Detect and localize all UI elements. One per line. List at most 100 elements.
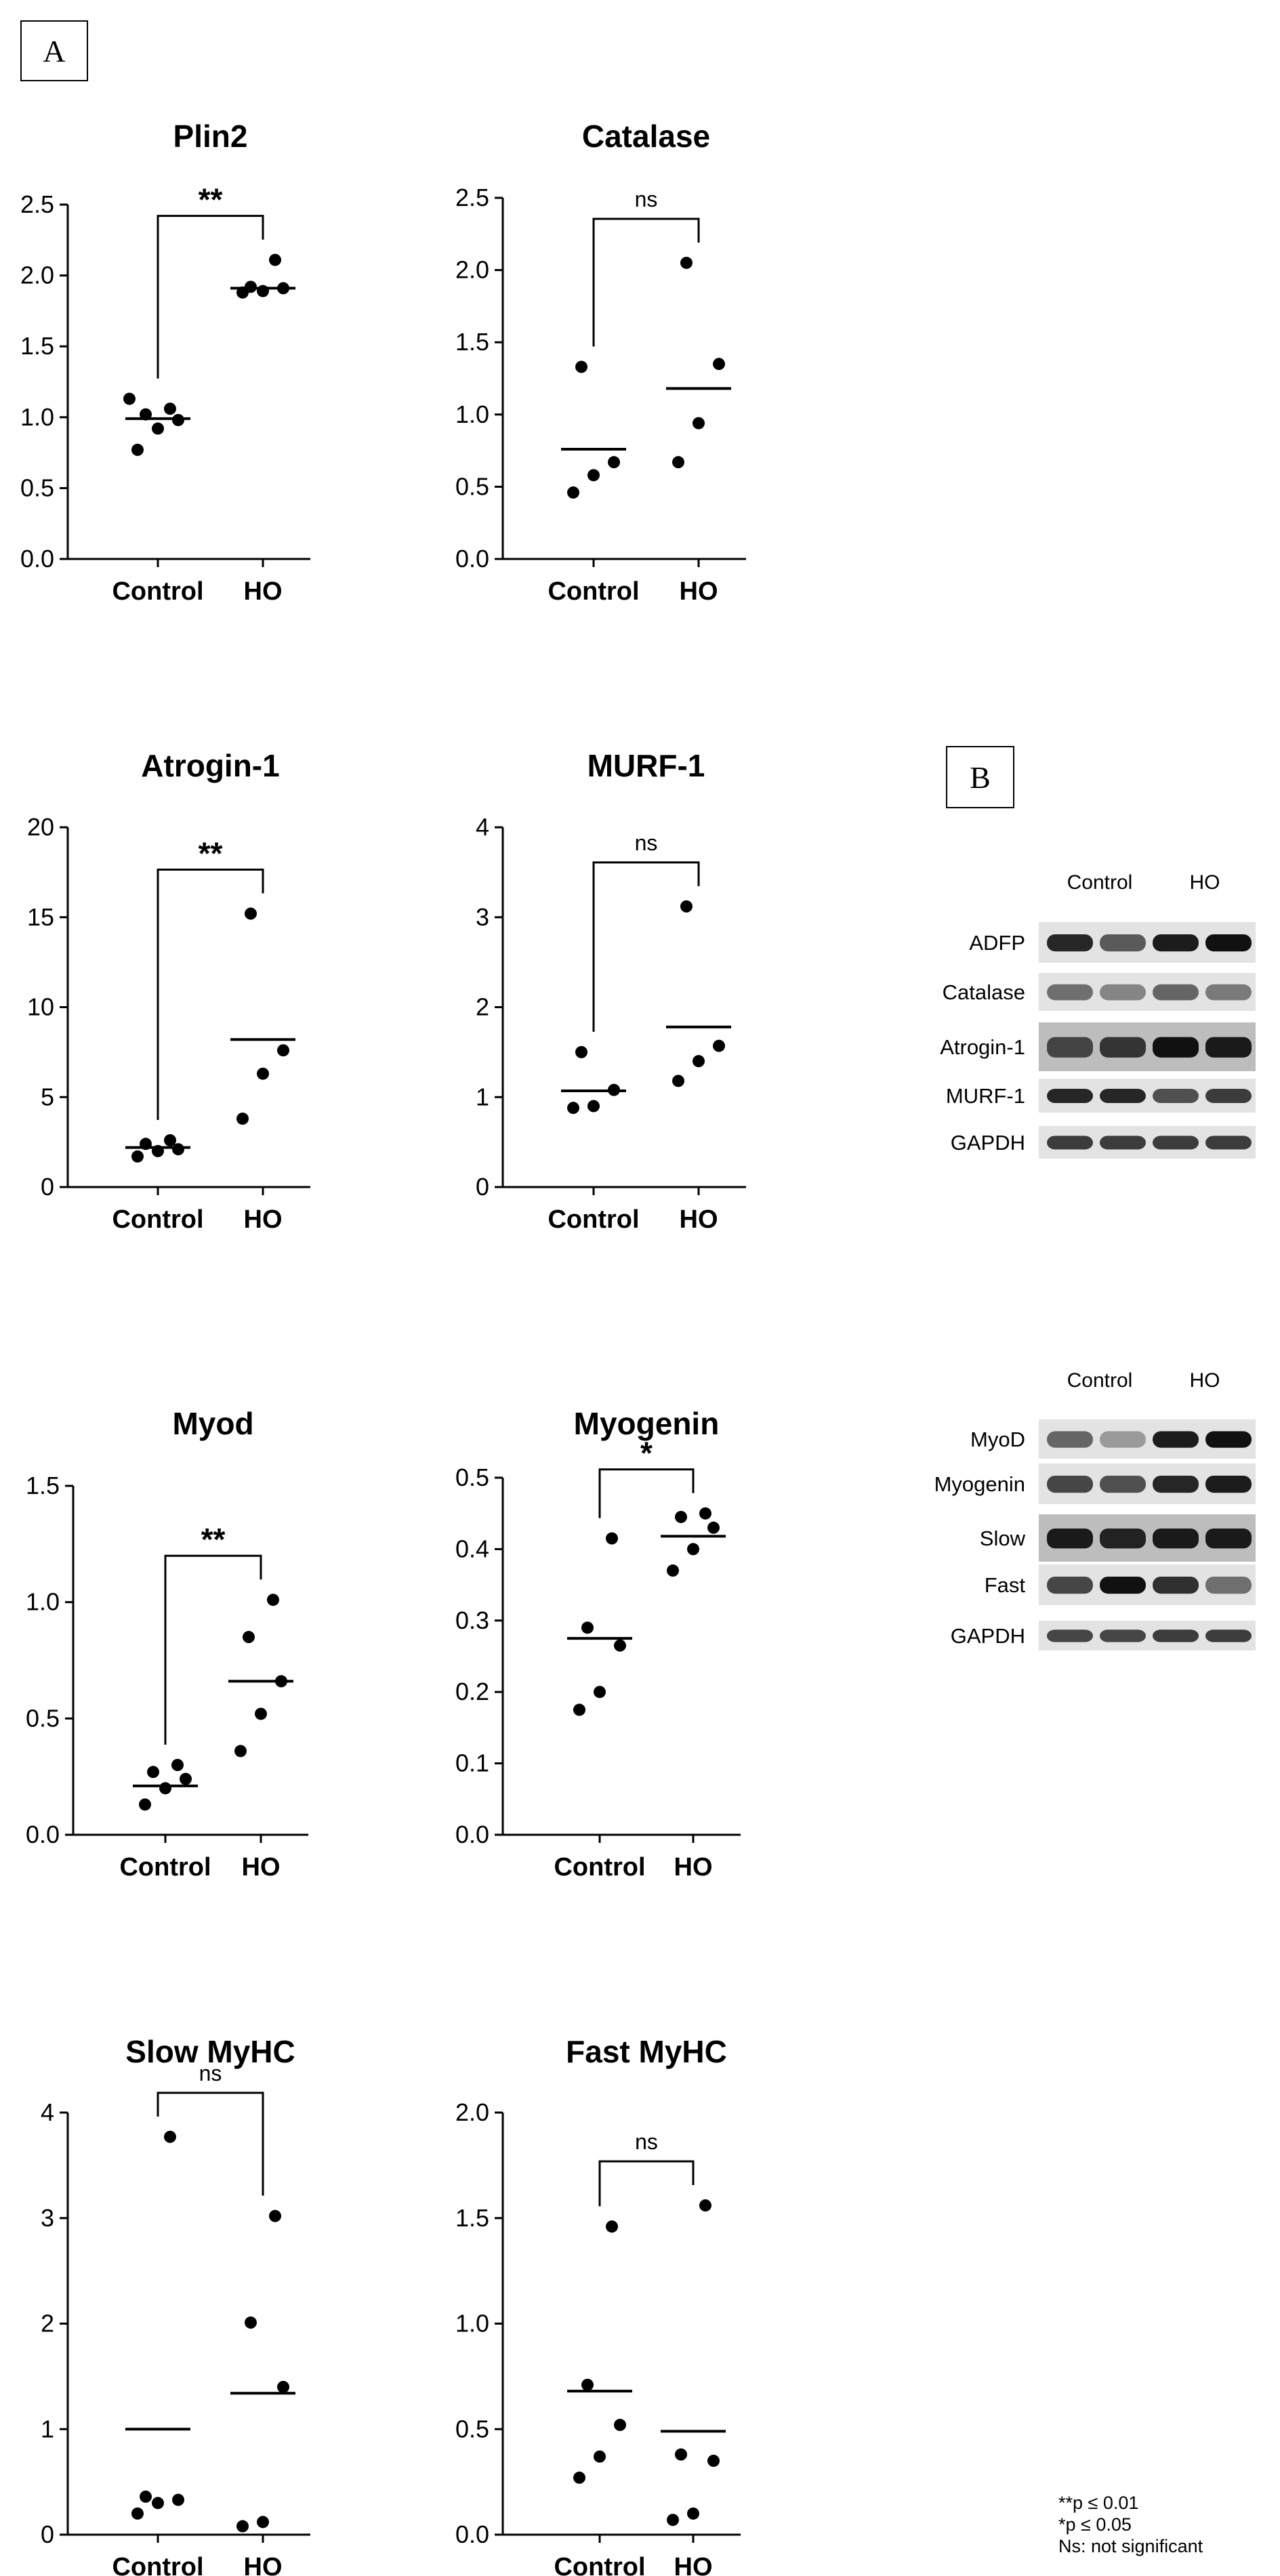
y-tick-label: 0.4 [455,1535,489,1562]
blot-band [1047,934,1093,952]
y-tick-label: 4 [476,813,489,841]
data-point [614,1639,626,1652]
data-point [575,1045,587,1058]
data-point [277,2380,289,2393]
blot-band [1205,1629,1252,1642]
y-tick-label: 0.0 [455,2520,489,2548]
data-point [234,1745,247,1758]
blot-row-label: Atrogin-1 [940,1035,1025,1059]
data-point [147,1766,159,1779]
footnote-line-1: **p ≤ 0.01 [1058,2493,1139,2513]
blot-band [1047,1577,1093,1594]
significance-bracket [598,1468,695,1518]
data-point [123,392,136,405]
data-point [675,2448,687,2461]
data-point [672,456,684,469]
blot-band [1205,1089,1252,1103]
x-tick-label: HO [674,1853,713,1882]
data-point [267,1594,279,1606]
y-tick-label: 1.0 [20,403,54,431]
blot-band [1153,984,1199,1001]
blot-band [1153,1476,1199,1493]
y-tick-label: 0.3 [455,1606,489,1634]
data-point [693,1055,705,1068]
blot-band [1100,1089,1146,1103]
data-point [707,2454,720,2467]
blot-row-label: Myogenin [934,1472,1025,1496]
significance-footnote: **p ≤ 0.01 *p ≤ 0.05 Ns: not significant [1058,2492,1203,2557]
significance-bracket [598,2160,695,2207]
blot-band [1205,934,1252,952]
data-point [245,281,257,293]
blot-band [1205,1577,1252,1594]
y-tick-label: 0 [41,1173,54,1201]
data-point [139,1798,151,1811]
x-tick-label: Control [548,1205,639,1234]
data-point [608,456,620,469]
y-tick-label: 2 [476,993,489,1021]
data-point [667,2514,679,2527]
significance-label: ns [635,2130,658,2154]
chart-title: Catalase [582,119,710,154]
panel-b-label: B [946,746,1014,808]
y-tick-label: 1 [41,2415,54,2443]
data-point [131,2507,144,2520]
y-tick-label: 4 [41,2098,54,2126]
y-tick-label: 1.0 [26,1588,60,1616]
blot-band [1047,1136,1093,1150]
x-tick-label: Control [112,1205,203,1234]
blot-header-label: Control [1067,871,1133,894]
y-tick-label: 15 [27,903,54,931]
y-tick-label: 2 [41,2310,54,2338]
blot-row-label: GAPDH [951,1624,1025,1648]
data-point [172,1143,184,1156]
data-point [581,2378,594,2391]
blot-band [1047,984,1093,1001]
blot-band [1047,1629,1093,1642]
blot-band [1100,1037,1146,1058]
blot-band [1100,934,1146,952]
y-tick-label: 20 [27,813,54,841]
data-point [164,1134,176,1146]
chart-fast-myhc: Fast MyHC 0.0 0.5 1.0 1.5 2.0 Control HO ns [455,2034,741,2576]
blot-band [1205,984,1252,1001]
data-point [667,1564,679,1577]
y-tick-label: 0.0 [455,1821,489,1848]
data-point [140,2490,152,2503]
blot-band [1047,1037,1093,1058]
x-tick-label: Control [548,577,639,606]
data-point [567,1102,579,1115]
data-point [581,1621,594,1634]
significance-bracket [157,215,264,379]
data-point [713,358,725,371]
y-tick-label: 2.0 [455,2098,489,2126]
y-tick-label: 3 [41,2204,54,2232]
data-point [587,1100,600,1113]
data-point [693,417,705,430]
y-tick-label: 0.2 [455,1678,489,1705]
x-tick-label: HO [244,2553,283,2576]
blot-row-label: Catalase [943,980,1025,1004]
y-tick-label: 0.5 [455,1463,489,1491]
blot-row-label: MURF-1 [946,1084,1025,1108]
blot-band [1205,1476,1252,1493]
footnote-line-3: Ns: not significant [1058,2536,1203,2556]
chart-slow-myhc: Slow MyHC 0 1 2 3 4 Control HO ns [41,2034,310,2576]
x-tick-label: HO [680,1205,718,1234]
significance-label: ** [199,182,223,217]
chart-title: Fast MyHC [566,2034,727,2069]
panel-a-label: A [20,20,88,81]
blot-band [1153,1431,1199,1448]
data-point [680,256,693,269]
blot-row-label: ADFP [969,931,1025,955]
blot-band [1100,1577,1146,1594]
blot-band [1100,1136,1146,1150]
blot-band [1153,1089,1199,1103]
data-point [672,1075,684,1087]
y-tick-label: 1.5 [455,328,489,356]
data-point [245,907,257,920]
chart-plin2: Plin2 0.0 0.5 1.0 1.5 2.0 2.5 Control HO ** [20,119,310,606]
data-point [236,1113,249,1125]
chart-myogenin: Myogenin 0.0 0.1 0.2 0.3 0.4 0.5 Control HO * [455,1406,741,1882]
chart-title: Atrogin-1 [141,748,279,783]
